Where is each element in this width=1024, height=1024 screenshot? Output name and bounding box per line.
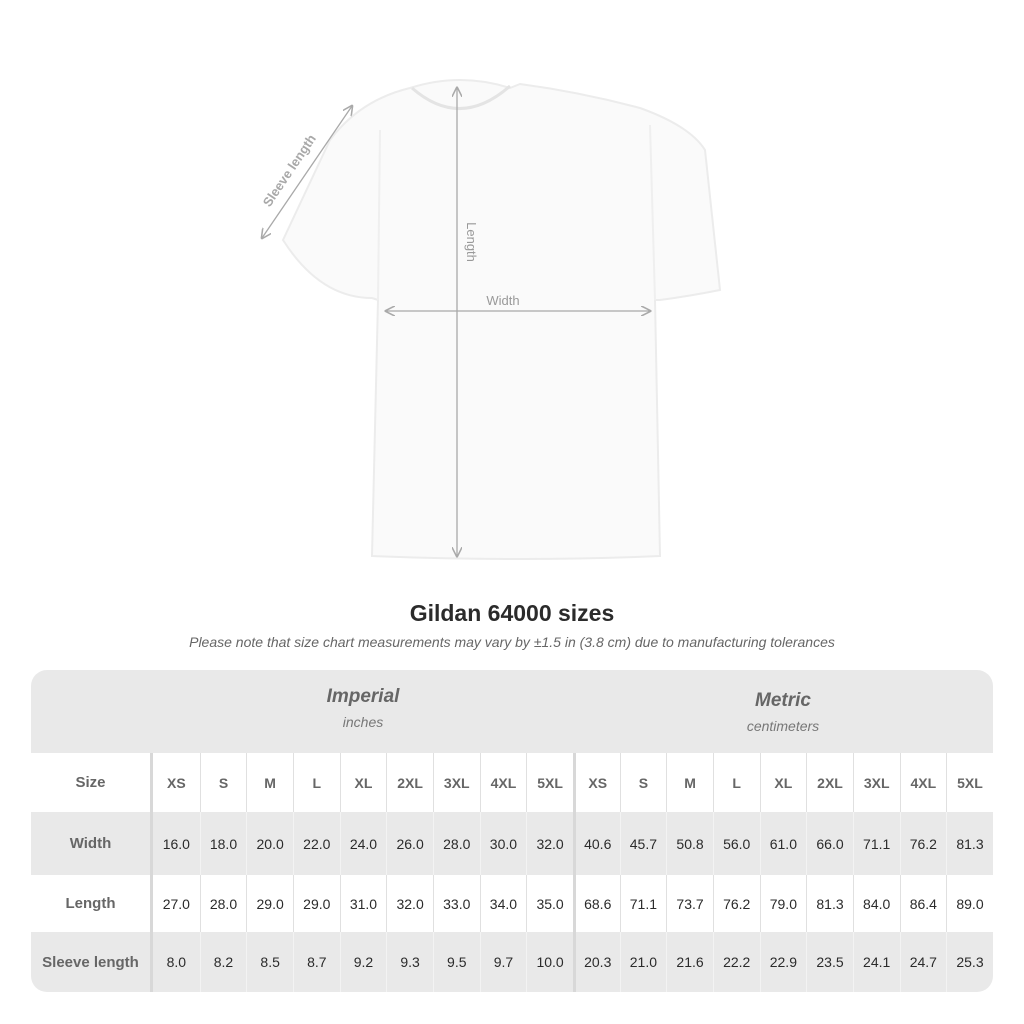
value-cell-imperial: 9.7 — [479, 932, 527, 992]
value-cell-imperial: 35.0 — [526, 875, 573, 932]
size-header-imperial: M — [246, 753, 293, 812]
size-header-metric: S — [619, 753, 667, 812]
size-header-imperial: 4XL — [479, 753, 527, 812]
value-cell-metric: 66.0 — [806, 812, 853, 875]
value-cell-imperial: 32.0 — [386, 875, 433, 932]
value-cell-metric: 79.0 — [759, 875, 807, 932]
page-title: Gildan 64000 sizes — [409, 600, 615, 626]
value-cell-imperial: 31.0 — [339, 875, 387, 932]
size-header-imperial: S — [199, 753, 247, 812]
value-cell-metric: 89.0 — [946, 875, 993, 932]
value-cell-metric: 50.8 — [666, 812, 713, 875]
tshirt-diagram: Sleeve length Length Width — [260, 79, 722, 560]
tshirt-image — [281, 79, 722, 560]
size-header-imperial: 3XL — [432, 753, 480, 812]
value-cell-imperial: 10.0 — [526, 932, 573, 992]
value-cell-imperial: 29.0 — [246, 875, 293, 932]
value-cell-imperial: 8.5 — [246, 932, 293, 992]
value-cell-metric: 21.6 — [666, 932, 713, 992]
size-header-row: Size XS S M L XL 2XL 3XL 4XL 5XL XS S M L XL 2XL 3XL 4XL 5… — [31, 753, 993, 812]
value-cell-metric: 61.0 — [759, 812, 807, 875]
value-cell-imperial: 8.0 — [166, 954, 187, 970]
table-row: Width 16.0 18.0 20.0 22.0 24.0 26.0 28.0 30.0 32.… — [31, 812, 993, 875]
value-cell-imperial: 27.0 — [162, 895, 190, 912]
row-label: Sleeve length — [31, 932, 153, 992]
size-header-metric: 4XL — [899, 753, 947, 812]
size-header-metric: XS — [572, 753, 620, 812]
value-cell-metric: 45.7 — [619, 812, 667, 875]
value-cell-imperial: 20.0 — [246, 812, 293, 875]
width-label: Width — [486, 293, 519, 308]
value-cell-metric: 84.0 — [852, 875, 900, 932]
metric-unit: centimeters — [746, 718, 820, 734]
imperial-title: Imperial — [326, 686, 400, 707]
metric-header: Metric centimeters — [573, 690, 993, 734]
imperial-unit: inches — [342, 714, 384, 730]
value-cell-metric: 81.3 — [806, 875, 853, 932]
size-header-imperial: XL — [339, 753, 387, 812]
value-cell-imperial: 24.0 — [339, 812, 387, 875]
value-cell-imperial: 9.5 — [432, 932, 480, 992]
value-cell-metric: 24.1 — [852, 932, 900, 992]
table-row: Length 27.0 28.0 29.0 29.0 31.0 32.0 33.0 34.0 35… — [31, 875, 993, 932]
table-row: Sleeve length 8.0 8.2 8.5 8.7 9.2 9.3 9.5 9.7 10.… — [31, 932, 993, 992]
size-header-imperial: 2XL — [386, 753, 433, 812]
value-cell-imperial: 30.0 — [479, 812, 527, 875]
value-cell-imperial: 18.0 — [199, 812, 247, 875]
sleeve-length-line — [262, 106, 352, 238]
size-header-metric: M — [666, 753, 713, 812]
value-cell-metric: 23.5 — [806, 932, 853, 992]
unit-header: Imperial inches Metric centimeters — [31, 670, 993, 753]
value-cell-metric: 86.4 — [899, 875, 947, 932]
value-cell-metric: 71.1 — [619, 875, 667, 932]
value-cell-metric: 22.9 — [759, 932, 807, 992]
row-label: Width — [31, 812, 153, 875]
imperial-header: Imperial inches — [153, 686, 573, 730]
value-cell-imperial: 9.3 — [386, 932, 433, 992]
value-cell-imperial: 8.2 — [199, 932, 247, 992]
value-cell-imperial: 32.0 — [526, 812, 573, 875]
value-cell-metric: 25.3 — [946, 932, 993, 992]
tolerance-note: Please note that size chart measurements… — [189, 634, 835, 650]
row-label: Length — [31, 875, 153, 932]
size-header-imperial: L — [292, 753, 340, 812]
size-header-imperial: XS — [166, 774, 186, 791]
size-table: Imperial inches Metric centimeters Size X… — [31, 670, 993, 992]
value-cell-metric: 56.0 — [712, 812, 760, 875]
value-cell-imperial: 9.2 — [339, 932, 387, 992]
value-cell-imperial: 34.0 — [479, 875, 527, 932]
value-cell-imperial: 8.7 — [292, 932, 340, 992]
value-cell-metric: 76.2 — [899, 812, 947, 875]
size-header-imperial: 5XL — [526, 753, 573, 812]
value-cell-imperial: 29.0 — [292, 875, 340, 932]
metric-title: Metric — [755, 690, 811, 711]
value-cell-metric: 68.6 — [572, 875, 620, 932]
value-cell-metric: 22.2 — [712, 932, 760, 992]
value-cell-imperial: 22.0 — [292, 812, 340, 875]
size-header-metric: XL — [759, 753, 807, 812]
length-label: Length — [464, 222, 479, 262]
row-label: Size — [31, 753, 153, 812]
value-cell-imperial: 33.0 — [432, 875, 480, 932]
value-cell-imperial: 26.0 — [386, 812, 433, 875]
size-header-metric: 2XL — [806, 753, 853, 812]
value-cell-imperial: 28.0 — [432, 812, 480, 875]
size-header-metric: L — [712, 753, 760, 812]
size-header-metric: 5XL — [946, 753, 993, 812]
value-cell-metric: 21.0 — [619, 932, 667, 992]
value-cell-metric: 20.3 — [572, 932, 620, 992]
value-cell-metric: 81.3 — [946, 812, 993, 875]
value-cell-metric: 24.7 — [899, 932, 947, 992]
value-cell-metric: 40.6 — [572, 812, 620, 875]
value-cell-metric: 71.1 — [852, 812, 900, 875]
value-cell-imperial: 28.0 — [199, 875, 247, 932]
value-cell-metric: 76.2 — [712, 875, 760, 932]
value-cell-imperial: 16.0 — [162, 835, 190, 852]
value-cell-metric: 73.7 — [666, 875, 713, 932]
size-header-metric: 3XL — [852, 753, 900, 812]
